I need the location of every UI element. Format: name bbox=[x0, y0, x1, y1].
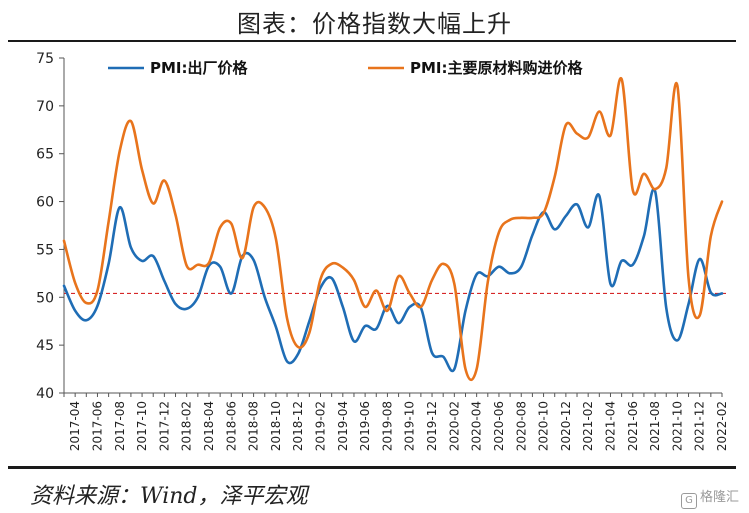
watermark-logo-icon: G bbox=[680, 493, 697, 509]
series-lines bbox=[62, 77, 724, 382]
series-line-1 bbox=[62, 187, 724, 373]
y-tick-label: 45 bbox=[36, 338, 54, 354]
x-tick-label: 2021-04 bbox=[603, 401, 617, 451]
y-tick-label: 55 bbox=[36, 242, 54, 258]
x-tick-label: 2022-02 bbox=[715, 401, 729, 451]
y-tick-label: 70 bbox=[36, 99, 54, 115]
x-tick-label: 2019-06 bbox=[358, 401, 372, 451]
series-line-2 bbox=[62, 77, 724, 382]
y-tick-label: 50 bbox=[36, 290, 54, 306]
x-tick-label: 2017-10 bbox=[135, 401, 149, 451]
x-tick-label: 2018-04 bbox=[202, 401, 216, 451]
source-note: 资料来源：Wind，泽平宏观 bbox=[30, 484, 308, 509]
watermark: G 格隆汇 bbox=[680, 486, 739, 509]
x-tick-label: 2020-08 bbox=[514, 401, 528, 451]
y-tick-label: 75 bbox=[36, 51, 54, 67]
x-tick-label: 2019-04 bbox=[336, 401, 350, 451]
watermark-text: 格隆汇 bbox=[699, 490, 739, 505]
x-tick-label: 2018-08 bbox=[247, 401, 261, 451]
x-tick-label: 2017-06 bbox=[90, 401, 104, 451]
x-tick-label: 2020-10 bbox=[537, 401, 551, 451]
y-tick-label: 60 bbox=[36, 195, 54, 211]
x-tick-label: 2021-10 bbox=[670, 401, 684, 451]
legend-label-1: PMI:出厂价格 bbox=[150, 59, 249, 77]
y-tick-label: 40 bbox=[36, 386, 54, 402]
x-tick-label: 2021-08 bbox=[648, 401, 662, 451]
x-tick-label: 2018-10 bbox=[269, 401, 283, 451]
chart-title: 图表：价格指数大幅上升 bbox=[237, 10, 512, 38]
x-tick-label: 2020-12 bbox=[559, 401, 573, 451]
chart-legend: PMI:出厂价格 PMI:主要原材料购进价格 bbox=[108, 59, 584, 77]
chart-axes: 40 45 50 55 60 65 70 75 2017-04 2017-06 2017-08 201… bbox=[36, 51, 729, 451]
x-tick-label: 2021-12 bbox=[693, 401, 707, 451]
x-tick-label: 2020-06 bbox=[492, 401, 506, 451]
x-tick-label: 2018-06 bbox=[224, 401, 238, 451]
x-tick-label: 2017-04 bbox=[68, 401, 82, 451]
legend-label-2: PMI:主要原材料购进价格 bbox=[410, 59, 584, 77]
line-chart: 40 45 50 55 60 65 70 75 2017-04 2017-06 2017-08 201… bbox=[36, 51, 729, 451]
x-tick-label: 2020-02 bbox=[447, 401, 461, 451]
x-tick-label: 2019-10 bbox=[403, 401, 417, 451]
x-tick-label: 2019-02 bbox=[314, 401, 328, 451]
x-tick-label: 2019-08 bbox=[380, 401, 394, 451]
x-tick-label: 2018-02 bbox=[180, 401, 194, 451]
bottom-rule bbox=[8, 466, 736, 469]
y-tick-label: 65 bbox=[36, 147, 54, 163]
x-tick-label: 2020-04 bbox=[470, 401, 484, 451]
x-tick-label: 2019-12 bbox=[425, 401, 439, 451]
x-tick-label: 2021-06 bbox=[626, 401, 640, 451]
x-tick-label: 2021-02 bbox=[581, 401, 595, 451]
x-tick-label: 2018-12 bbox=[291, 401, 305, 451]
x-tick-label: 2017-08 bbox=[113, 401, 127, 451]
top-rule bbox=[8, 40, 736, 42]
x-tick-label: 2017-12 bbox=[157, 401, 171, 451]
